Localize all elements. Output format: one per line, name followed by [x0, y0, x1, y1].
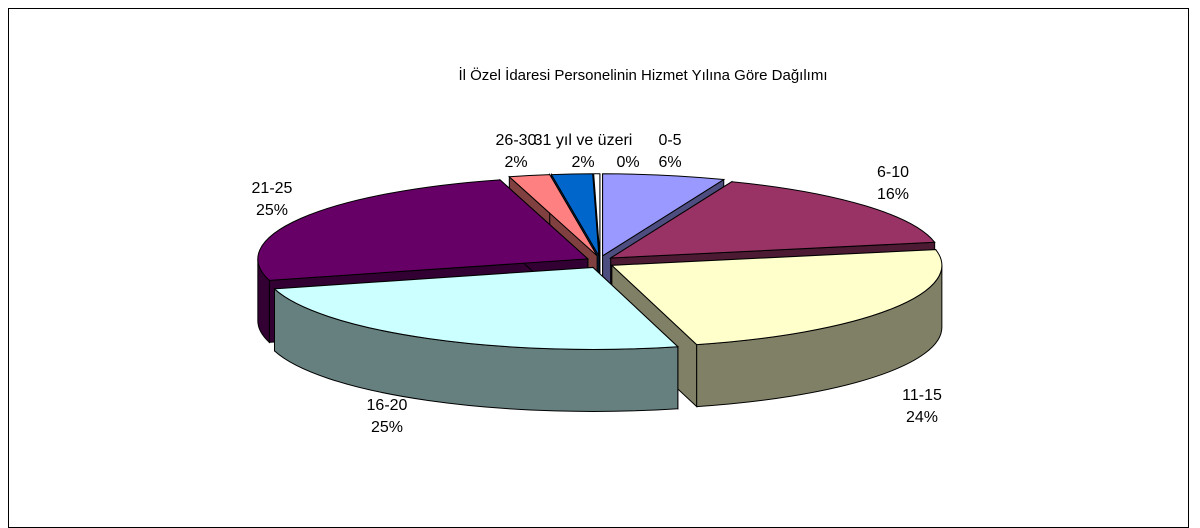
chart-title: İl Özel İdaresi Personelinin Hizmet Yılı…	[458, 66, 827, 84]
pie-slice-top-4	[257, 179, 590, 281]
pie-labels: 0-5 6% 6-10 16% 11-15 24% 16-20 25% 21-25 25% 26-3…	[252, 132, 942, 436]
pie-slice-top-5	[508, 174, 598, 257]
slice-percent-4: 25%	[256, 202, 288, 219]
pie-slice-top-2	[610, 249, 943, 346]
pie-slices	[257, 172, 943, 412]
pie-slice-top-3	[273, 266, 680, 350]
slice-label-6: 31 yıl ve üzeri	[534, 132, 633, 149]
pie-chart: İl Özel İdaresi Personelinin Hizmet Yılı…	[252, 66, 943, 436]
pie-slice-top-0	[602, 173, 726, 257]
pie-slice-top-7	[593, 173, 601, 256]
slice-label-5: 26-30	[496, 132, 537, 149]
pie-slice-top-1	[608, 181, 936, 259]
slice-percent-7: 0%	[616, 154, 639, 171]
slice-percent-5: 2%	[504, 154, 527, 171]
slice-percent-6: 2%	[571, 154, 594, 171]
slice-percent-2: 24%	[906, 409, 938, 426]
slice-label-0: 0-5	[658, 132, 681, 149]
slice-label-2: 11-15	[902, 387, 942, 404]
slice-percent-3: 25%	[371, 419, 403, 436]
slice-percent-1: 16%	[877, 186, 909, 203]
slice-label-3: 16-20	[367, 397, 408, 414]
slice-label-4: 21-25	[252, 180, 293, 197]
slice-percent-0: 6%	[658, 154, 681, 171]
pie-slice-3	[273, 266, 680, 412]
slice-label-1: 6-10	[877, 164, 909, 181]
pie-slice-top-6	[550, 173, 600, 256]
